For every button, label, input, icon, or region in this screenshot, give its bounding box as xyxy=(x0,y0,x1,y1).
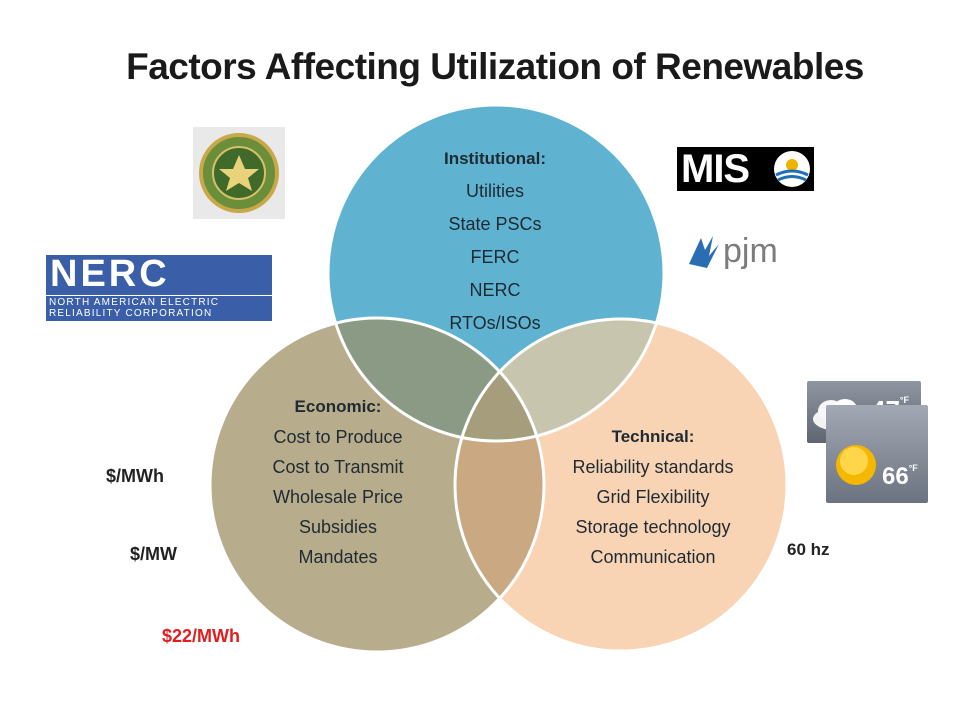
technical-heading: Technical: xyxy=(611,427,695,446)
temp-unit: °F xyxy=(908,463,918,473)
doe-seal-icon xyxy=(199,133,279,213)
list-item: Cost to Transmit xyxy=(272,457,404,477)
pjm-mark-icon xyxy=(689,236,719,268)
per-mwh-label: $/MWh xyxy=(106,466,164,486)
miso-logo: MIS xyxy=(677,147,814,191)
technical-list: Technical: Reliability standards Grid Fl… xyxy=(542,422,764,572)
list-item: Mandates xyxy=(298,547,378,567)
pjm-logo: pjm xyxy=(685,232,805,272)
institutional-technical-overlap xyxy=(455,319,664,441)
list-item: Cost to Produce xyxy=(273,427,403,447)
list-item: Storage technology xyxy=(575,517,731,537)
nerc-wordmark: NERC xyxy=(50,253,170,295)
sun-icon xyxy=(836,445,876,485)
institutional-list: Institutional: Utilities State PSCs FERC… xyxy=(395,142,595,340)
nerc-line2: RELIABILITY CORPORATION xyxy=(49,308,213,319)
list-item: Reliability standards xyxy=(572,457,734,477)
per-mw-label: $/MW xyxy=(130,544,177,564)
miso-sun-icon xyxy=(774,151,810,187)
frequency-label: 60 hz xyxy=(787,540,830,559)
economic-heading: Economic: xyxy=(294,397,382,416)
nerc-line1: NORTH AMERICAN ELECTRIC xyxy=(49,297,220,308)
list-item: Subsidies xyxy=(298,517,378,537)
institutional-economic-overlap xyxy=(328,318,544,441)
list-item: Utilities xyxy=(465,181,524,201)
pjm-wordmark: pjm xyxy=(723,232,778,270)
list-item: State PSCs xyxy=(448,214,542,234)
nerc-logo: NERC NORTH AMERICAN ELECTRIC RELIABILITY… xyxy=(46,253,272,321)
list-item: NERC xyxy=(469,280,521,300)
list-item: Communication xyxy=(590,547,716,567)
miso-wordmark: MIS xyxy=(681,147,750,191)
list-item: RTOs/ISOs xyxy=(449,313,541,333)
list-item: FERC xyxy=(470,247,520,267)
weather-sunny-widget: 66°F xyxy=(826,405,928,503)
price-label: $22/MWh xyxy=(162,626,241,646)
doe-seal-logo xyxy=(193,127,285,219)
economic-list: Economic: Cost to Produce Cost to Transm… xyxy=(238,392,438,572)
institutional-heading: Institutional: xyxy=(444,149,546,168)
bottom-temp: 66 xyxy=(882,463,909,490)
list-item: Wholesale Price xyxy=(272,487,404,507)
temp-unit: °F xyxy=(899,395,910,405)
list-item: Grid Flexibility xyxy=(596,487,710,507)
page-title: Factors Affecting Utilization of Renewab… xyxy=(126,46,864,87)
